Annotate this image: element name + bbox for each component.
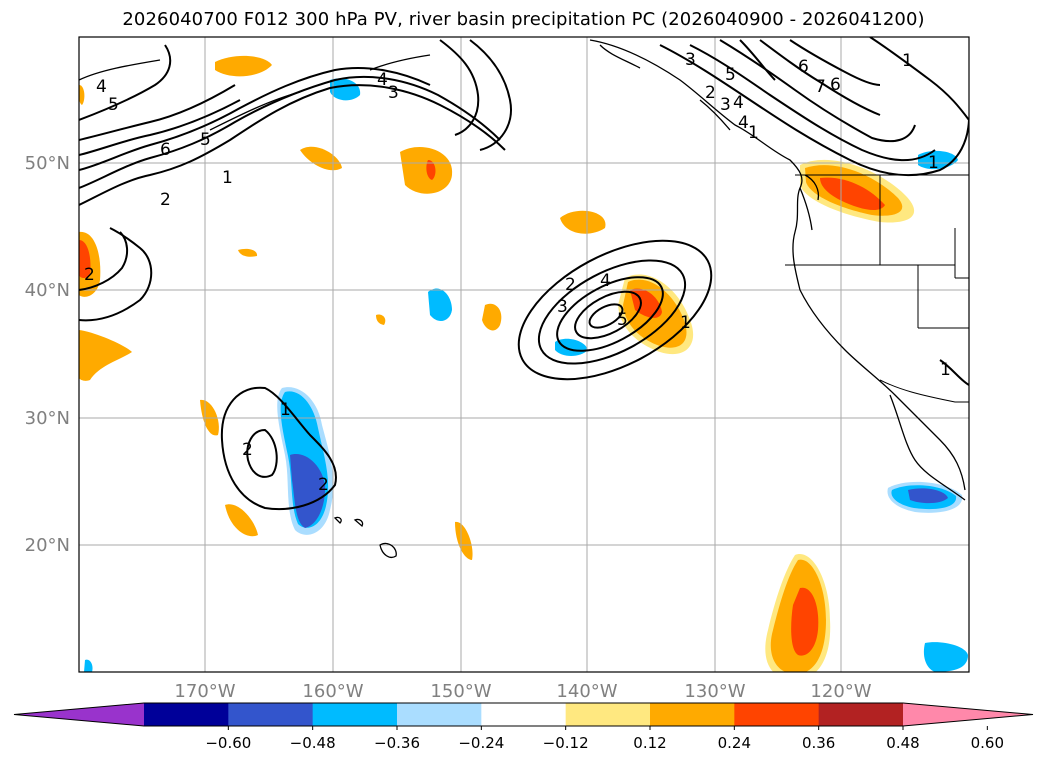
lat-label: 50°N (25, 153, 70, 174)
colorbar-tick-label: 0.12 (633, 734, 666, 752)
pv-contours (79, 37, 969, 511)
pv-label: 2 (318, 475, 329, 495)
colorbar-extend-low (14, 703, 144, 726)
map-frame-bg (79, 37, 969, 672)
colorbar-tick-label: −0.60 (205, 734, 251, 752)
precip-blob-a (400, 146, 453, 194)
pv-label: 3 (720, 95, 731, 115)
pv-label: 2 (160, 190, 171, 210)
colorbar-outline (13, 702, 1034, 727)
pv-label: 2 (705, 83, 716, 103)
lon-label: 120°W (810, 681, 871, 702)
colorbar-extend-high (903, 703, 1033, 726)
colorbar-segment (228, 703, 314, 726)
pv-label: 3 (557, 297, 568, 317)
colorbar-tick-label: −0.24 (458, 734, 504, 752)
precip-blob-k (238, 248, 258, 257)
pv-label: 1 (280, 400, 291, 420)
precip-blob-l (376, 314, 386, 325)
colorbar-segment (144, 703, 229, 726)
pv-label: 6 (160, 140, 171, 160)
map-title: 2026040700 F012 300 hPa PV, river basin … (122, 9, 925, 30)
lon-label: 150°W (430, 681, 491, 702)
precip-blob-neg-b (330, 78, 361, 101)
colorbar-segment (481, 703, 567, 726)
precip-blob-a-core (426, 160, 436, 180)
precip-blob-west-coast (800, 159, 915, 223)
lon-label: 140°W (556, 681, 617, 702)
pv-label: 4 (733, 93, 744, 113)
pv-contour-labels: 1 2 3 4 5 6 7 4 3 2 1 2 3 4 5 1 2 1 4 5 … (84, 50, 951, 495)
precip-blob-baja (765, 554, 831, 672)
lon-label: 160°W (302, 681, 363, 702)
precip-blob-mexico-neg (887, 481, 963, 513)
lat-label: 40°N (25, 280, 70, 301)
borders (785, 174, 969, 403)
pv-label: 1 (928, 153, 939, 173)
pv-label: 6 (798, 57, 809, 77)
lon-label: 130°W (684, 681, 745, 702)
pv-label: 3 (685, 50, 696, 70)
colorbar-segment (565, 703, 651, 726)
pv-label: 5 (617, 310, 628, 330)
pv-label: 3 (388, 83, 399, 103)
precip-blob-b (560, 210, 606, 234)
colorbar-tick-label: −0.48 (290, 734, 336, 752)
precip-blob-neg-e (923, 642, 968, 672)
pv-label: 2 (565, 275, 576, 295)
precip-blob-f (79, 330, 132, 381)
pv-label: 6 (830, 75, 841, 95)
pv-label: 1 (902, 51, 913, 71)
map-frame (78, 36, 970, 673)
colorbar-segment (818, 703, 904, 726)
precip-blob-neg-a (428, 288, 452, 322)
precip-blob-c (300, 146, 342, 171)
precip-blob-h (225, 504, 258, 537)
colorbar-segment (650, 703, 735, 726)
pv-label: 1 (222, 168, 233, 188)
precip-blob-e-core (79, 240, 91, 279)
precip-blob-i (482, 303, 502, 331)
colorbar-segment (734, 703, 820, 726)
colorbar-tick-label: 0.48 (886, 734, 919, 752)
pv-label: 7 (815, 77, 826, 97)
lon-axis-labels: 170°W 160°W 150°W 140°W 130°W 120°W (174, 681, 871, 702)
pv-label: 5 (200, 130, 211, 150)
precip-blob-j (455, 521, 473, 560)
precip-blob-m (79, 85, 85, 105)
pv-label: 5 (108, 95, 119, 115)
pv-label: 4 (377, 70, 388, 90)
colorbar-segment (312, 703, 398, 726)
pv-label: 4 (738, 113, 749, 133)
pv-label: 1 (940, 360, 951, 380)
pv-label: 1 (680, 313, 691, 333)
pv-label: 1 (748, 123, 759, 143)
lat-label: 30°N (25, 408, 70, 429)
coastlines (79, 39, 966, 559)
colorbar: −0.60 −0.48 −0.36 −0.24 −0.12 0.12 0.24 0.36 0.4… (13, 702, 1034, 752)
lat-axis-labels: 50°N 40°N 30°N 20°N (25, 153, 70, 556)
pv-label: 5 (725, 65, 736, 85)
lat-label: 20°N (25, 535, 70, 556)
colorbar-tick-label: −0.12 (543, 734, 589, 752)
pv-label: 2 (84, 265, 95, 285)
pv-label: 4 (96, 77, 107, 97)
lon-label: 170°W (174, 681, 235, 702)
colorbar-tick-label: 0.60 (971, 734, 1004, 752)
colorbar-segment (397, 703, 482, 726)
pv-label: 2 (242, 440, 253, 460)
precip-blob-neg-f (84, 659, 93, 672)
precip-blob-d (215, 55, 272, 77)
colorbar-tick-label: −0.36 (374, 734, 420, 752)
colorbar-tick-label: 0.24 (718, 734, 751, 752)
pv-label: 4 (600, 271, 611, 291)
graticule (79, 37, 969, 672)
colorbar-tick-label: 0.36 (802, 734, 835, 752)
